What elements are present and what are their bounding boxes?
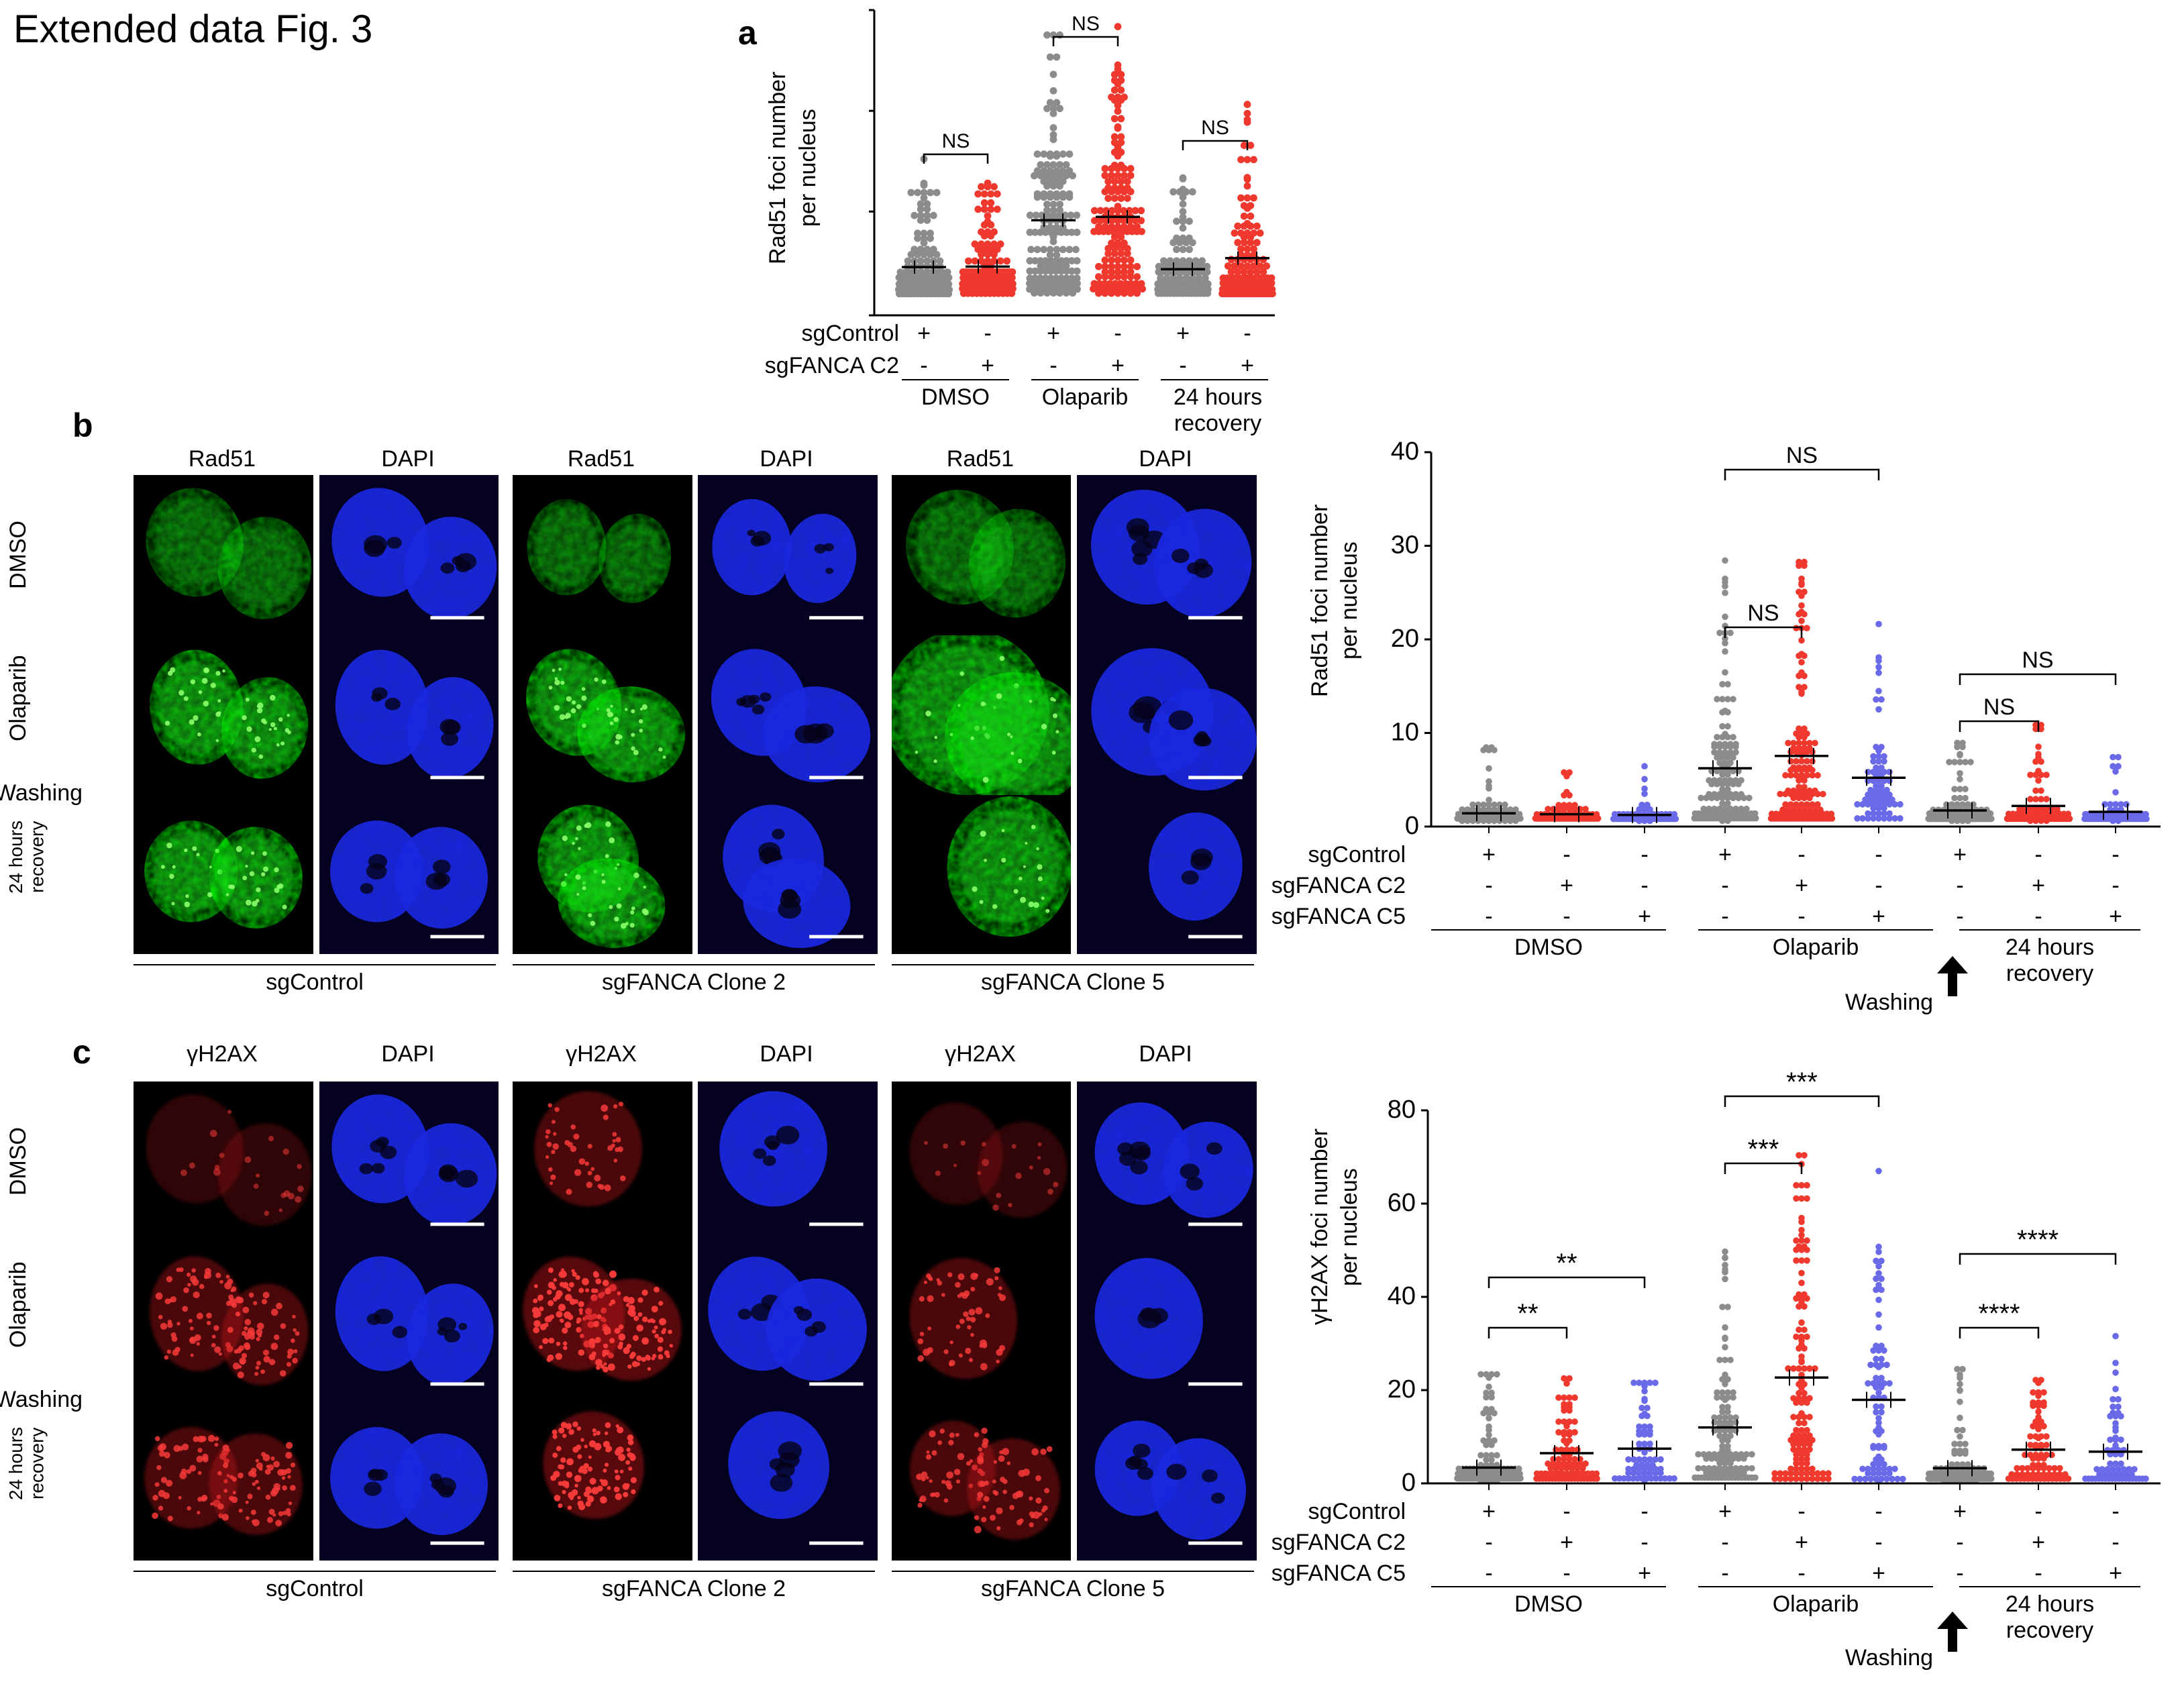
- svg-text:30: 30: [1391, 531, 1419, 560]
- svg-text:80: 80: [1388, 1096, 1416, 1124]
- svg-text:NS: NS: [1786, 443, 1818, 468]
- svg-text:**: **: [1517, 1299, 1538, 1328]
- svg-text:60: 60: [1388, 1189, 1416, 1217]
- svg-text:***: ***: [1748, 1135, 1779, 1164]
- svg-text:0: 0: [1402, 1469, 1416, 1497]
- svg-text:****: ****: [1978, 1299, 2020, 1328]
- svg-text:NS: NS: [2022, 647, 2053, 673]
- svg-text:NS: NS: [1747, 600, 1779, 626]
- svg-text:20: 20: [1388, 1375, 1416, 1404]
- svg-text:NS: NS: [1983, 694, 2015, 720]
- svg-text:20: 20: [1391, 625, 1419, 653]
- svg-text:40: 40: [1391, 437, 1419, 466]
- svg-text:***: ***: [1786, 1067, 1818, 1097]
- svg-text:10: 10: [1391, 719, 1419, 747]
- svg-text:NS: NS: [1072, 13, 1100, 35]
- svg-text:NS: NS: [942, 130, 970, 152]
- svg-text:**: **: [1556, 1249, 1577, 1278]
- svg-text:****: ****: [2017, 1225, 2059, 1255]
- svg-text:NS: NS: [1201, 117, 1229, 139]
- svg-text:0: 0: [1405, 812, 1419, 840]
- svg-text:40: 40: [1388, 1282, 1416, 1310]
